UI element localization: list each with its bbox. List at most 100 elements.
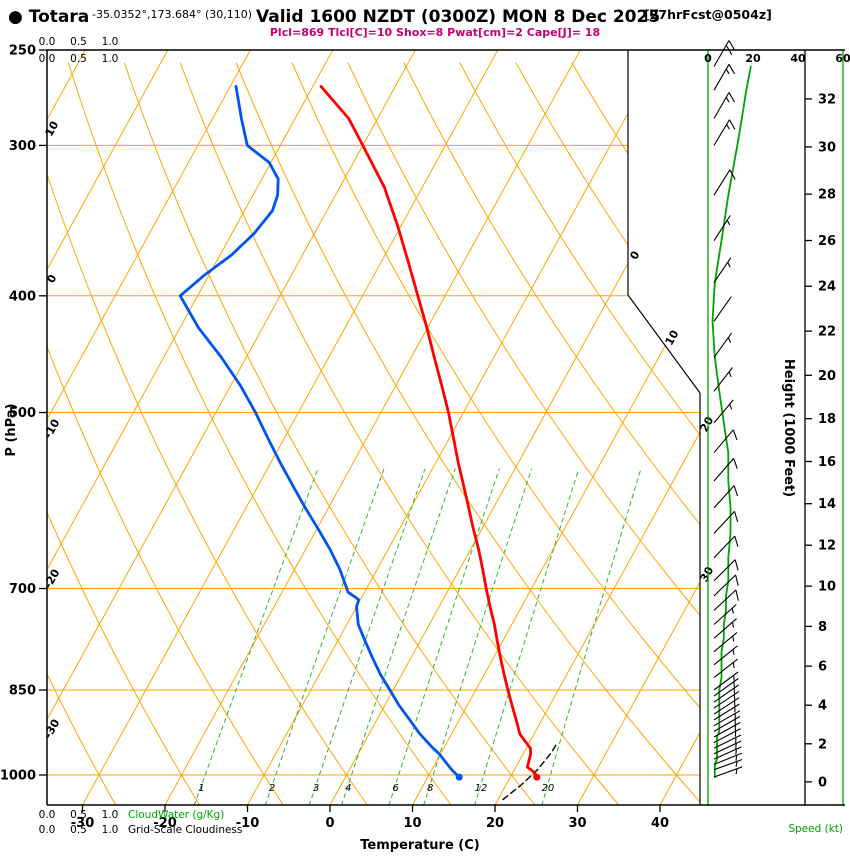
svg-text:-20: -20 [41,567,62,591]
svg-text:0.0: 0.0 [39,824,56,836]
svg-text:20: 20 [818,369,836,384]
svg-text:0: 0 [325,816,334,831]
wind-speed-curve [711,65,752,778]
svg-text:14: 14 [818,497,836,512]
wind-barb [713,697,740,715]
wind-barb [713,458,738,482]
station-coords: -35.0352°,173.684° (30,110) [92,8,252,21]
wind-barb [713,684,739,703]
wind-barb [713,399,734,424]
svg-text:250: 250 [9,44,36,59]
svg-text:300: 300 [9,139,36,154]
svg-text:0.5: 0.5 [70,53,87,65]
svg-text:16: 16 [818,455,836,470]
wind-barb [713,722,741,738]
wind-barb [713,740,742,755]
svg-text:4: 4 [818,699,827,714]
wind-barb [713,215,731,241]
svg-text:12: 12 [475,783,488,794]
wind-barb [713,758,743,771]
wind-barb [713,559,739,582]
wind-barb [713,429,738,454]
temperature-curve [319,85,539,779]
svg-text:6: 6 [818,660,827,675]
wind-barb [713,618,737,639]
svg-text:0.5: 0.5 [70,809,87,821]
wind-panel [707,40,844,805]
wind-barb [713,746,742,760]
wind-barb [713,658,738,679]
dewpoint-curve [178,85,461,779]
wind-barb [713,690,740,709]
surface-temp-dot [533,773,541,781]
svg-text:18: 18 [818,412,836,427]
svg-text:0.0: 0.0 [39,36,56,48]
svg-text:1.0: 1.0 [102,53,119,65]
svg-text:850: 850 [9,684,36,699]
svg-text:700: 700 [9,582,36,597]
svg-text:1.0: 1.0 [102,809,119,821]
parcel-path [502,744,557,801]
wind-barb [713,40,735,67]
svg-text:2: 2 [818,737,827,752]
stability-indices: Plcl=869 Tlcl[C]=10 Shox=8 Pwat[cm]=2 Ca… [270,26,600,39]
plot-frame [46,49,845,806]
wind-barb [713,671,739,691]
svg-text:20: 20 [745,52,761,65]
svg-text:0: 0 [627,249,642,262]
svg-text:4: 4 [345,783,351,794]
svg-text:30: 30 [818,140,836,155]
wind-barb [713,332,733,358]
speed-axis-legend: Speed (kt) [788,823,843,835]
svg-text:-30: -30 [71,816,95,831]
surface-dewpoint-dot [455,773,463,781]
svg-text:20: 20 [542,783,555,794]
wind-barb [713,535,739,559]
wind-barb [713,485,739,509]
svg-text:0.0: 0.0 [39,53,56,65]
wind-barb [713,766,743,778]
svg-text:1.0: 1.0 [102,36,119,48]
wind-barb [713,257,732,283]
svg-text:8: 8 [818,620,827,635]
wind-barb [713,678,739,697]
svg-text:28: 28 [818,188,836,203]
svg-text:1.0: 1.0 [102,824,119,836]
wind-barb [713,574,739,597]
svg-text:10: 10 [43,119,62,139]
svg-text:22: 22 [818,325,836,340]
wind-barb [713,511,739,534]
svg-text:3: 3 [313,783,319,794]
sounding-profiles [178,85,557,801]
valid-time-title: Valid 1600 NZDT (0300Z) MON 8 Dec 2025 [256,7,660,27]
wind-barb [713,703,740,721]
svg-text:24: 24 [818,280,836,295]
svg-text:12: 12 [818,539,836,554]
svg-text:1000: 1000 [0,769,36,784]
svg-text:0: 0 [818,775,827,790]
svg-text:10: 10 [663,328,682,348]
svg-text:8: 8 [427,783,433,794]
station-label: ● Totara [8,7,89,27]
wind-barb [713,604,737,625]
pressure-axis-title: P (hPa) [4,403,19,456]
height-axis-title: Height (1000 Feet) [781,359,796,497]
skewt-grid-lines [47,50,700,805]
wind-barb [713,589,739,611]
wind-barb [713,92,735,119]
wind-barb [713,119,736,146]
svg-text:2: 2 [269,783,275,794]
wind-barb [713,734,742,749]
svg-text:0.5: 0.5 [70,36,87,48]
svg-text:30: 30 [568,816,586,831]
svg-text:-30: -30 [41,717,62,741]
wind-barb [713,728,741,744]
svg-text:32: 32 [818,92,836,107]
svg-text:-20: -20 [153,816,177,831]
svg-text:500: 500 [9,406,36,421]
wind-barb [713,710,741,727]
